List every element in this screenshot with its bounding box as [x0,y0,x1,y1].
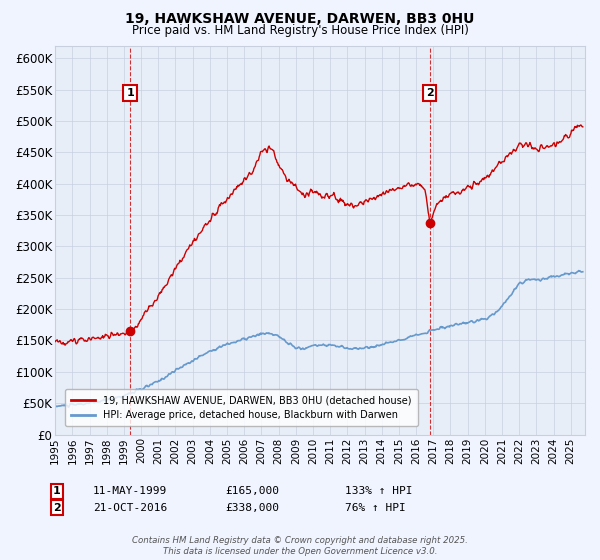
Text: £165,000: £165,000 [225,486,279,496]
Text: 2: 2 [53,503,61,513]
Text: 1: 1 [126,88,134,98]
Legend: 19, HAWKSHAW AVENUE, DARWEN, BB3 0HU (detached house), HPI: Average price, detac: 19, HAWKSHAW AVENUE, DARWEN, BB3 0HU (de… [65,389,418,426]
Text: 11-MAY-1999: 11-MAY-1999 [93,486,167,496]
Text: 133% ↑ HPI: 133% ↑ HPI [345,486,413,496]
Text: Price paid vs. HM Land Registry's House Price Index (HPI): Price paid vs. HM Land Registry's House … [131,24,469,36]
Text: 1: 1 [53,486,61,496]
Text: 76% ↑ HPI: 76% ↑ HPI [345,503,406,513]
Text: 2: 2 [426,88,434,98]
Text: 21-OCT-2016: 21-OCT-2016 [93,503,167,513]
Text: 19, HAWKSHAW AVENUE, DARWEN, BB3 0HU: 19, HAWKSHAW AVENUE, DARWEN, BB3 0HU [125,12,475,26]
Text: Contains HM Land Registry data © Crown copyright and database right 2025.
This d: Contains HM Land Registry data © Crown c… [132,536,468,556]
Text: £338,000: £338,000 [225,503,279,513]
